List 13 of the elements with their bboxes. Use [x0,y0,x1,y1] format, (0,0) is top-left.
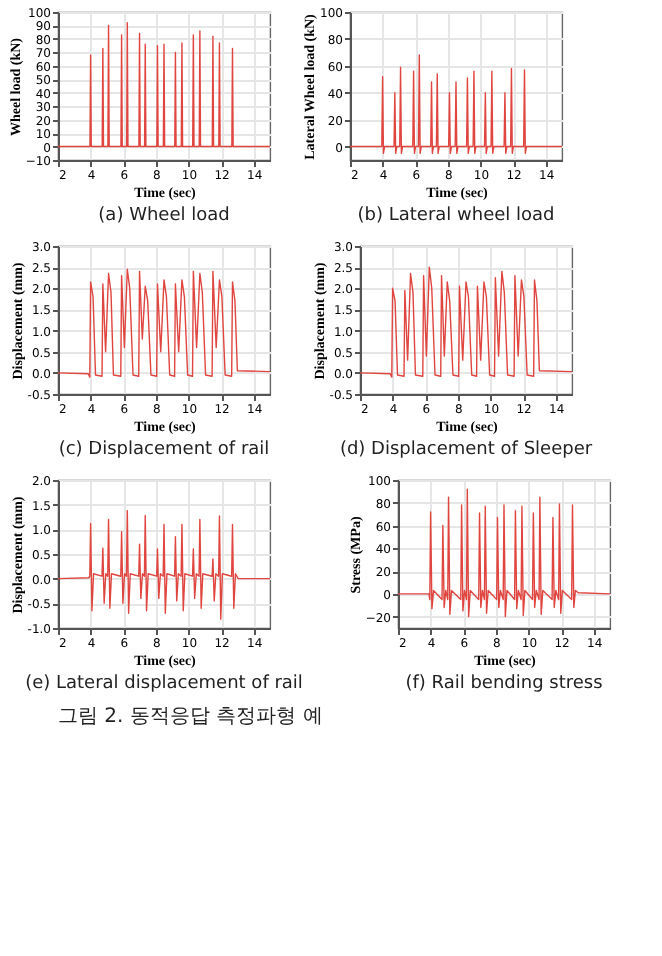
line-series [397,488,611,618]
text: (d) Displacement of Sleeper [339,440,593,460]
line-series [359,266,573,378]
line-series [57,22,271,148]
line-series [349,54,563,154]
line-series [57,509,271,620]
text: (a) Wheel load [98,206,230,226]
text: (b) Lateral wheel load [357,206,555,226]
text: (e) Lateral displacement of rail [25,674,303,694]
text: (c) Displacement of rail [58,440,270,460]
text: (f) Rail bending stress [405,674,604,694]
line-series [57,268,271,378]
caption: 그림 2. 동적응답 측정파형 예 [58,706,323,728]
